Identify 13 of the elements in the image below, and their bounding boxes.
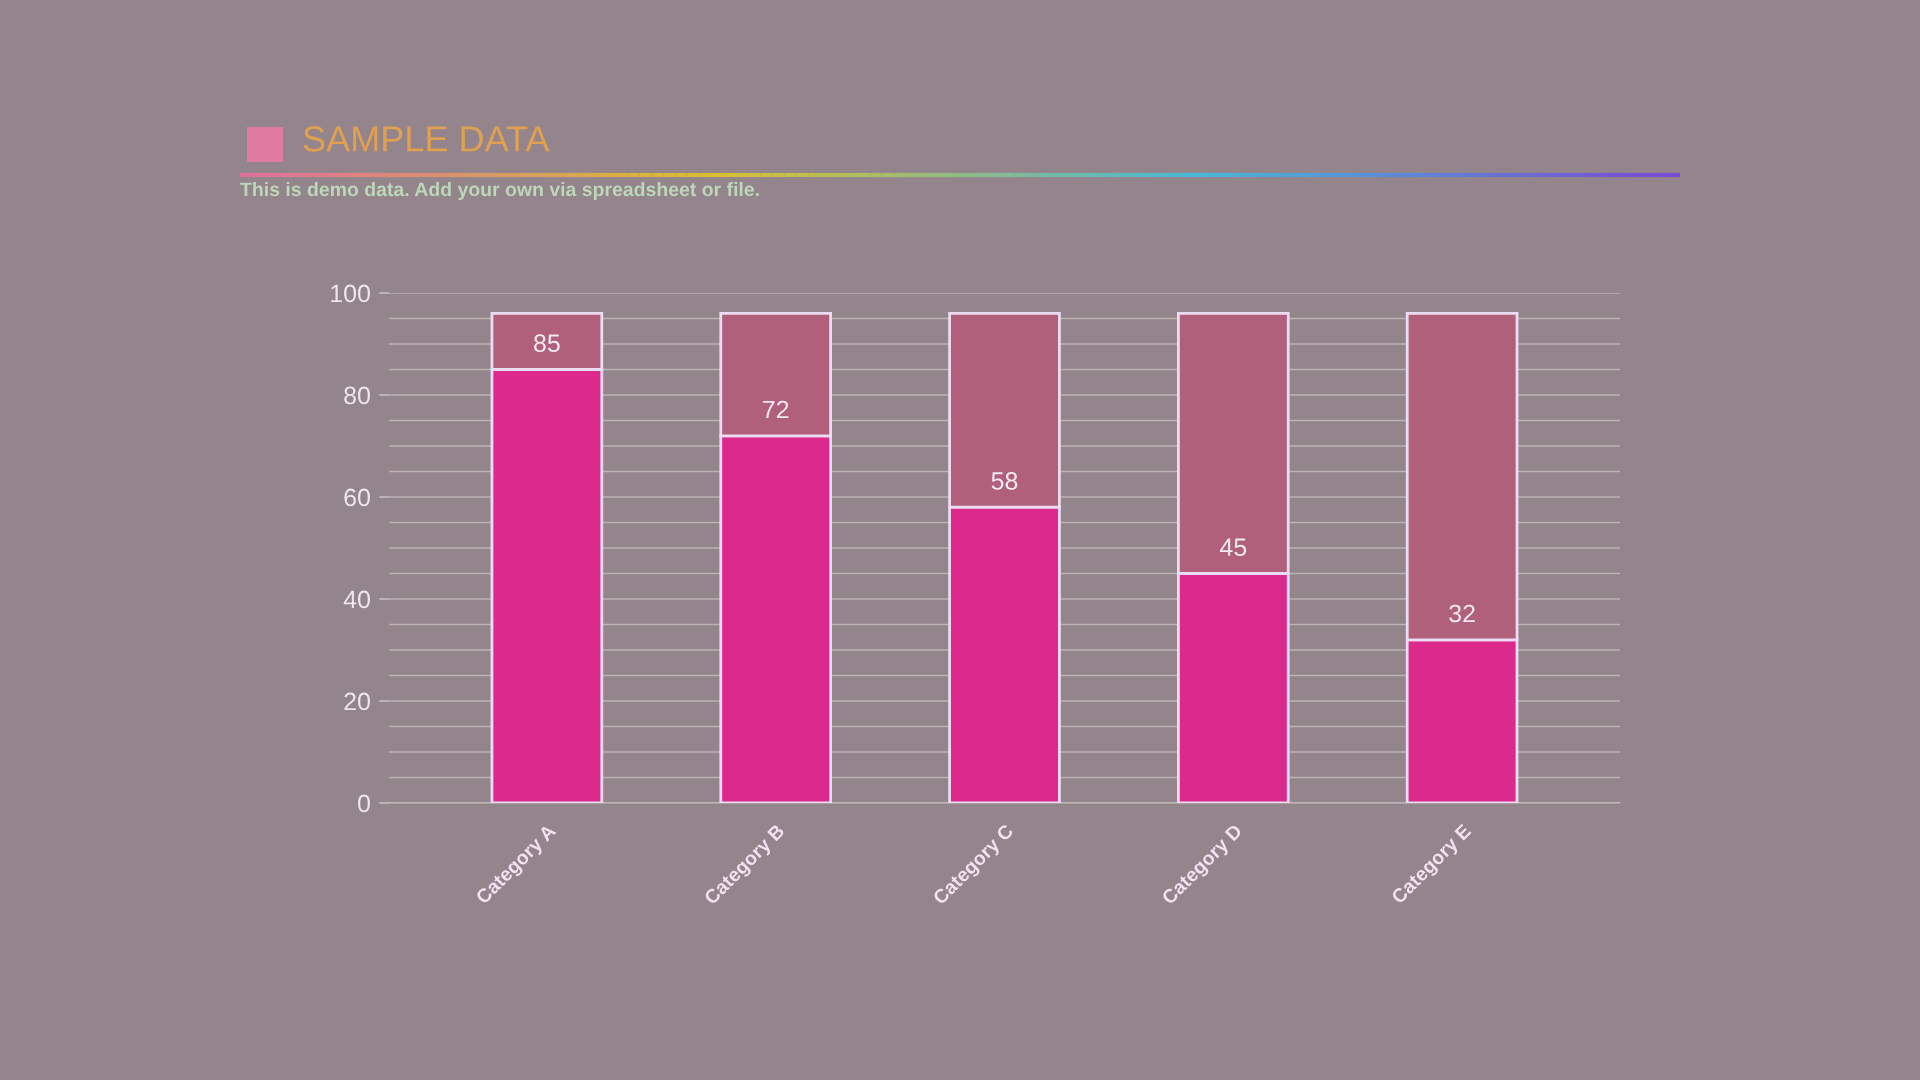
y-tick-label: 20 bbox=[344, 692, 370, 711]
chart-subtitle: This is demo data. Add your own via spreadsheet or file. bbox=[240, 181, 759, 201]
y-tick-label: 80 bbox=[344, 386, 370, 405]
data-label: 72 bbox=[763, 400, 789, 419]
y-tick-label: 100 bbox=[331, 284, 370, 303]
y-tick-label: 60 bbox=[344, 488, 370, 507]
y-tick-label: 40 bbox=[343, 590, 370, 609]
data-label: 32 bbox=[1449, 604, 1475, 623]
data-label: 45 bbox=[1219, 538, 1247, 557]
y-tick-label: 0 bbox=[358, 794, 370, 813]
data-label: 85 bbox=[534, 334, 560, 353]
chart-title: SAMPLE DATA bbox=[303, 126, 550, 152]
data-label: 58 bbox=[991, 472, 1018, 490]
